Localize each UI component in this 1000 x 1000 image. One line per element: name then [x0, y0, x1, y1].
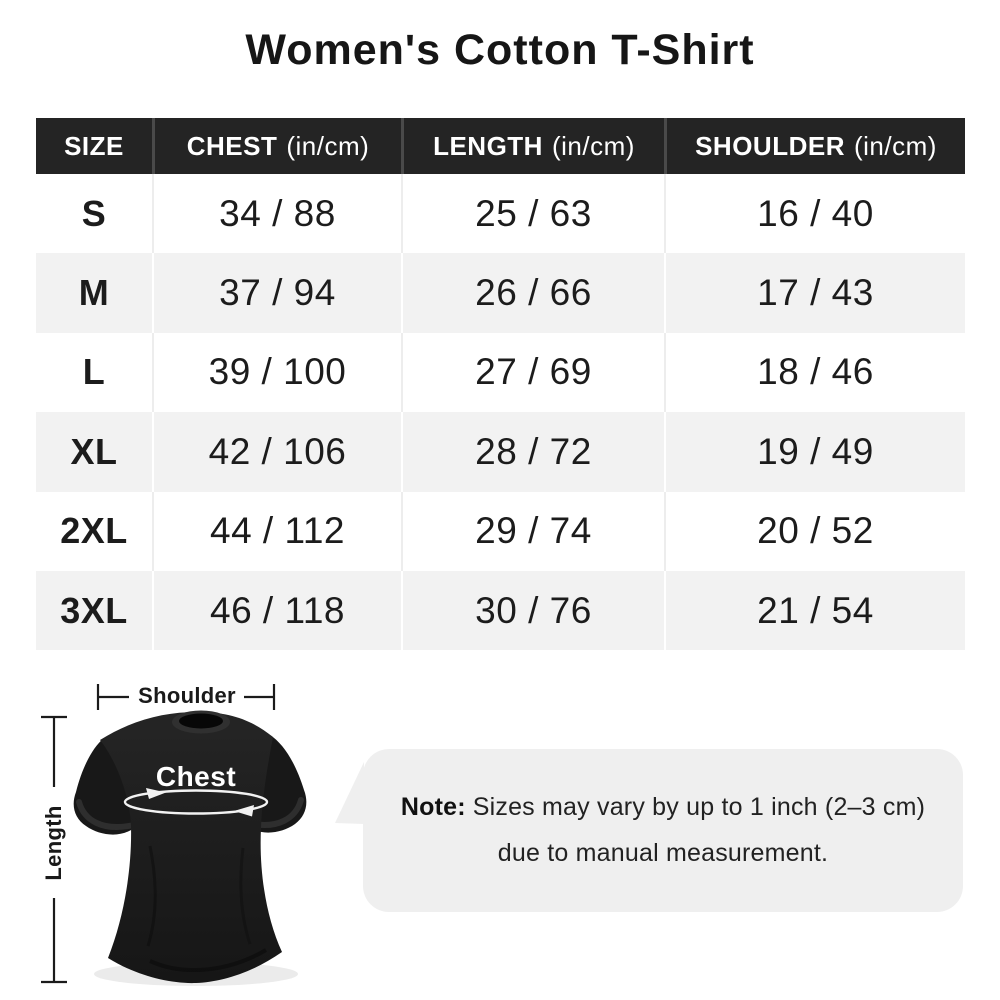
header-shoulder-label: SHOULDER — [695, 130, 845, 161]
note-bubble-tail — [335, 762, 364, 824]
note-bubble: Note: Sizes may vary by up to 1 inch (2–3… — [363, 749, 963, 912]
header-cell-chest: CHEST (in/cm) — [152, 118, 401, 174]
cell-chest: 39 / 100 — [152, 332, 401, 413]
header-length-label: LENGTH — [433, 130, 543, 161]
cell-shoulder: 16 / 40 — [664, 174, 965, 254]
cell-size: 3XL — [36, 570, 152, 651]
header-chest-unit: (in/cm) — [286, 130, 370, 161]
cell-chest: 34 / 88 — [152, 174, 401, 254]
note-line-2: due to manual measurement. — [497, 839, 829, 867]
cell-length: 28 / 72 — [401, 412, 664, 492]
note-text-1: Sizes may vary by up to 1 inch (2–3 cm) — [472, 793, 926, 821]
size-table: SIZE CHEST (in/cm) LENGTH (in/cm) SHOULD… — [36, 118, 965, 651]
cell-size: XL — [36, 412, 152, 492]
cell-shoulder: 17 / 43 — [664, 253, 965, 333]
header-shoulder-unit: (in/cm) — [853, 130, 937, 161]
header-chest-label: CHEST — [186, 130, 278, 161]
cell-size: L — [36, 332, 152, 413]
shirt-shadow — [94, 962, 298, 986]
cell-chest: 44 / 112 — [152, 491, 401, 571]
length-label: Length — [41, 805, 66, 881]
shoulder-label: Shoulder — [138, 683, 236, 708]
cell-shoulder: 20 / 52 — [664, 491, 965, 571]
cell-chest: 46 / 118 — [152, 570, 401, 651]
header-cell-shoulder: SHOULDER (in/cm) — [664, 118, 965, 174]
chest-label: Chest — [155, 761, 237, 792]
cell-chest: 42 / 106 — [152, 412, 401, 492]
cell-shoulder: 18 / 46 — [664, 332, 965, 413]
page-title: Women's Cotton T-Shirt — [245, 26, 755, 74]
cell-shoulder: 19 / 49 — [664, 412, 965, 492]
cell-length: 30 / 76 — [401, 570, 664, 651]
cell-size: S — [36, 174, 152, 254]
cell-chest: 37 / 94 — [152, 253, 401, 333]
cell-length: 25 / 63 — [401, 174, 664, 254]
header-length-unit: (in/cm) — [551, 130, 635, 161]
note-line-1: Note: Sizes may vary by up to 1 inch (2–3… — [401, 793, 925, 822]
cell-size: M — [36, 253, 152, 333]
header-size-label: SIZE — [64, 130, 124, 161]
cell-length: 26 / 66 — [401, 253, 664, 333]
cell-shoulder: 21 / 54 — [664, 570, 965, 651]
cell-length: 29 / 74 — [401, 491, 664, 571]
tshirt-graphic — [73, 710, 307, 984]
note-label: Note: — [400, 793, 466, 821]
cell-length: 27 / 69 — [401, 332, 664, 413]
header-cell-length: LENGTH (in/cm) — [401, 118, 664, 174]
cell-size: 2XL — [36, 491, 152, 571]
header-cell-size: SIZE — [36, 118, 152, 174]
